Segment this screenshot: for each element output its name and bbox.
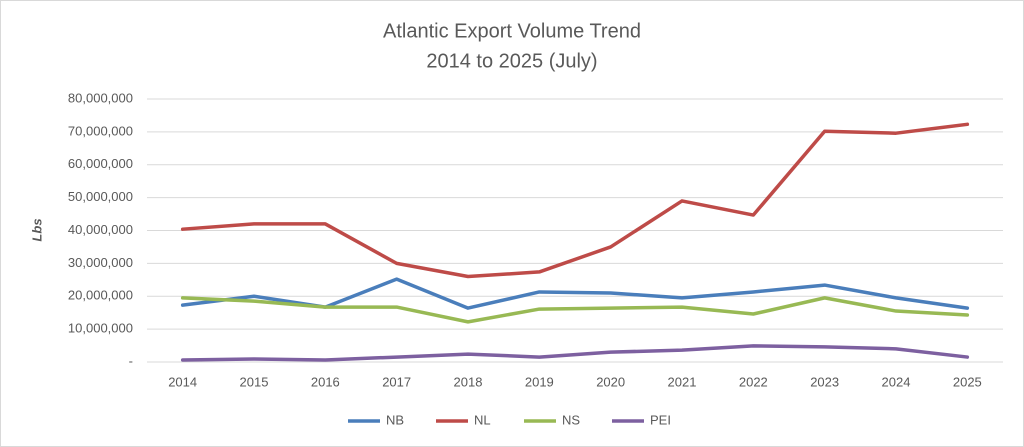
y-tick-label: 40,000,000 [68,222,133,237]
y-tick-label: 30,000,000 [68,255,133,270]
chart-title: Atlantic Export Volume Trend [383,20,641,42]
y-tick-label: 10,000,000 [68,321,133,336]
data-line [180,296,970,324]
y-tick-label: 70,000,000 [68,123,133,138]
y-axis-label: Lbs [29,218,44,241]
legend-label: NS [562,412,580,427]
legend-label: PEI [650,412,671,427]
legend-label: NL [474,412,491,427]
x-tick-label: 2015 [240,374,269,389]
y-tick-label: 20,000,000 [68,288,133,303]
y-tick-label: - [129,353,133,368]
x-tick-label: 2022 [739,374,768,389]
x-tick-label: 2016 [311,374,340,389]
y-tick-label: 60,000,000 [68,156,133,171]
y-tick-label: 80,000,000 [68,90,133,105]
x-tick-label: 2018 [454,374,483,389]
x-tick-label: 2019 [525,374,554,389]
data-line [180,344,970,362]
y-tick-label: 50,000,000 [68,189,133,204]
x-tick-label: 2014 [168,374,197,389]
x-tick-label: 2021 [668,374,697,389]
x-tick-label: 2023 [810,374,839,389]
data-line [180,122,970,279]
x-tick-label: 2025 [953,374,982,389]
chart-subtitle: 2014 to 2025 (July) [426,50,597,72]
legend-label: NB [386,412,404,427]
x-tick-label: 2024 [882,374,911,389]
x-tick-label: 2017 [382,374,411,389]
x-tick-label: 2020 [596,374,625,389]
